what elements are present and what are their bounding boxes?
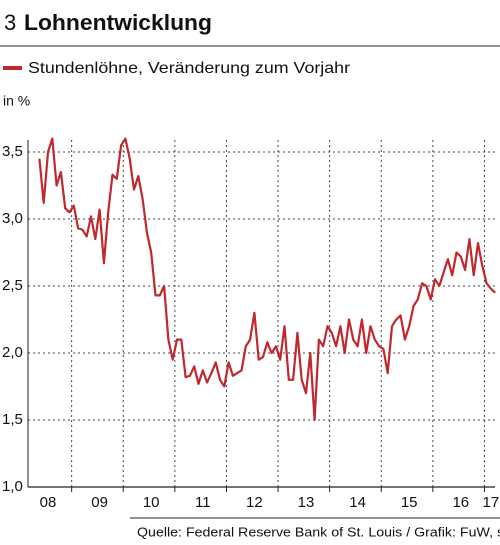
x-tick-label: 09	[91, 494, 108, 511]
x-tick-label: 16	[452, 494, 469, 511]
x-tick-label: 14	[349, 494, 366, 511]
y-tick-label: 2,5	[2, 277, 23, 294]
x-tick-label: 17	[483, 494, 500, 511]
y-axis-label: in %	[3, 93, 30, 109]
chart-number: 3	[4, 10, 16, 35]
legend-label: Stundenlöhne, Veränderung zum Vorjahr	[28, 60, 351, 77]
data-line	[38, 137, 496, 422]
y-tick-label: 3,5	[2, 143, 23, 160]
y-tick-label: 3,0	[2, 210, 23, 227]
x-tick-label: 10	[143, 494, 160, 511]
x-tick-label: 11	[195, 494, 211, 511]
y-tick-label: 1,5	[2, 411, 23, 428]
x-tick-label: 15	[401, 494, 418, 511]
x-tick-label: 12	[246, 494, 263, 511]
source: Quelle: Federal Reserve Bank of St. Loui…	[137, 525, 500, 539]
x-tick-label: 13	[298, 494, 315, 511]
y-tick-label: 2,0	[2, 344, 23, 361]
chart-title: Lohnentwicklung	[24, 10, 212, 35]
x-tick-label: 08	[40, 494, 57, 511]
plot-area: 1,0 1,5 2,0 2,5 3,0 3,5 08 09 10 11 12 13 14 15 16 17	[2, 137, 500, 511]
y-tick-label: 1,0	[2, 478, 23, 495]
